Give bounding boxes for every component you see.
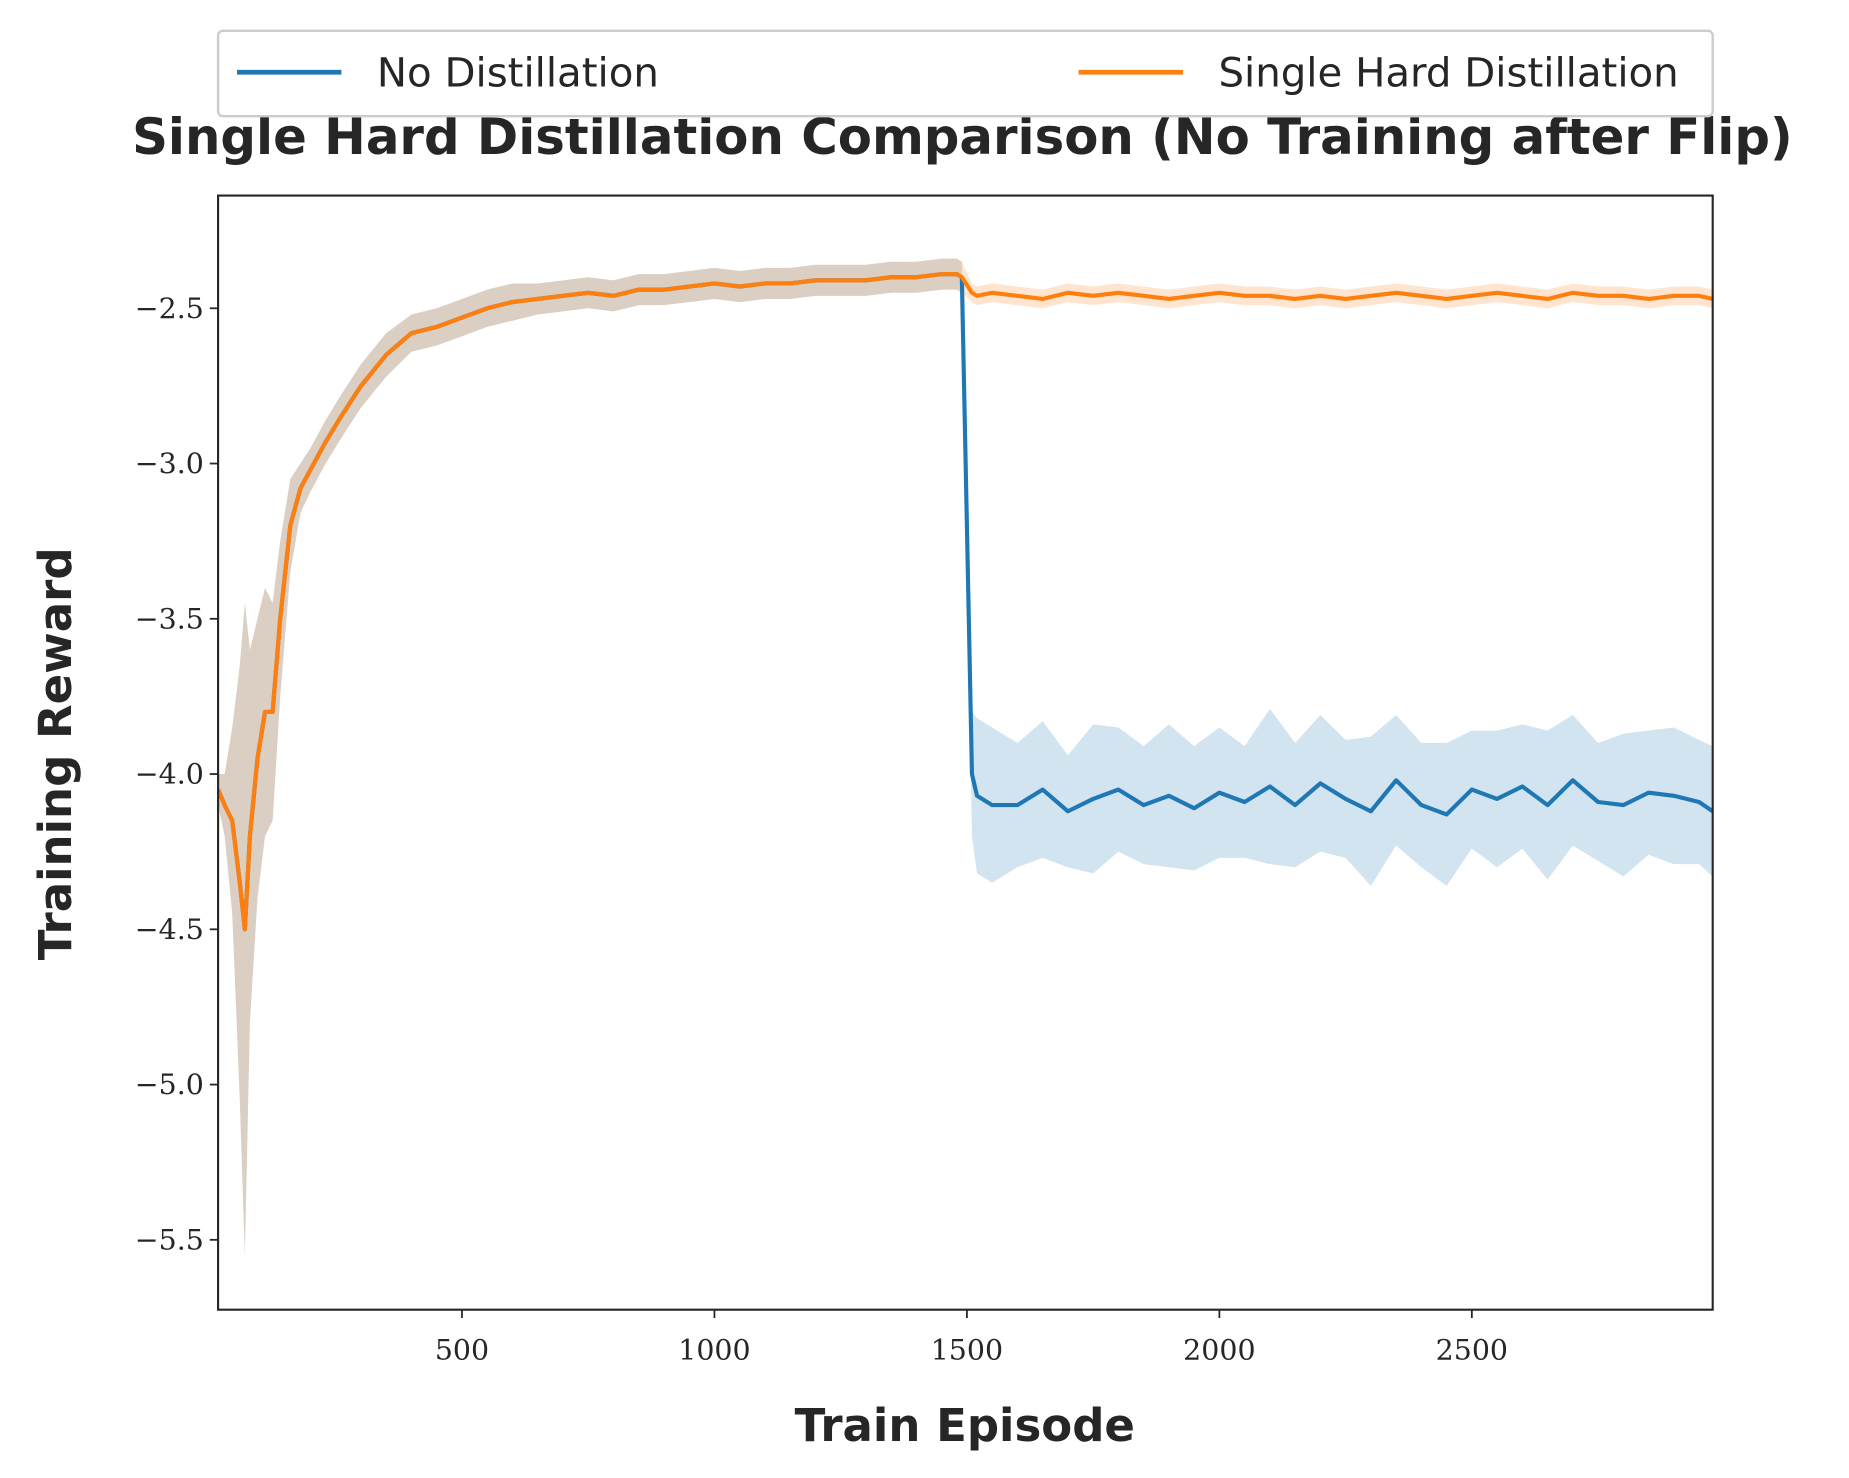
plot-frame [217,194,1714,1311]
legend-label: No Distillation [377,50,659,97]
error-band [218,258,1713,1256]
y-tick-label: −5.0 [135,1068,204,1101]
x-axis-label: Train Episode [795,1399,1135,1452]
x-tick-label: 1500 [931,1333,1003,1366]
chart-title: Single Hard Distillation Comparison (No … [132,108,1793,166]
legend-label: Single Hard Distillation [1218,50,1678,97]
x-tick-label: 500 [435,1333,489,1366]
x-tick-label: 1000 [678,1333,750,1366]
y-tick-label: −4.0 [135,758,204,791]
y-axis-label: Training Reward [29,547,82,960]
y-tick-label: −2.5 [135,292,204,325]
legend-box [216,29,1714,118]
y-tick-label: −5.5 [135,1223,204,1256]
y-tick-label: −3.5 [135,602,204,635]
x-tick-label: 2000 [1183,1333,1255,1366]
y-tick-label: −4.5 [135,913,204,946]
series-line [218,272,1713,932]
y-tick-label: −3.0 [135,447,204,480]
x-tick-label: 2500 [1436,1333,1508,1366]
